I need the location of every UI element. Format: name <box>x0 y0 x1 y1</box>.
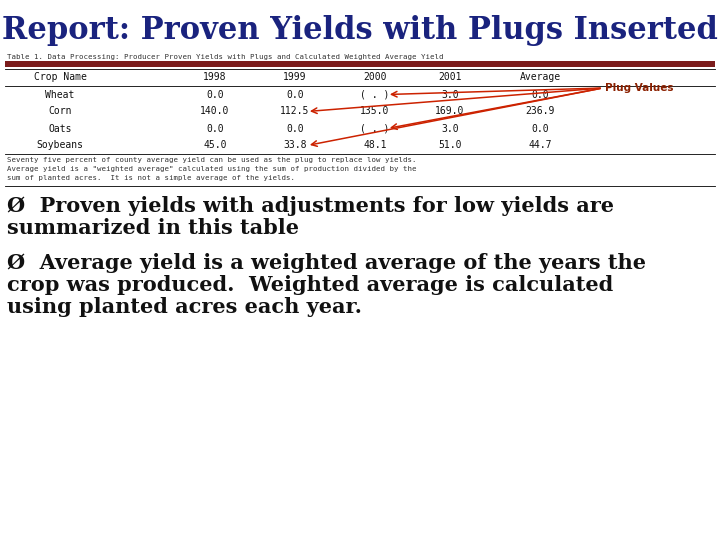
Text: 44.7: 44.7 <box>528 140 552 151</box>
Text: Report: Proven Yields with Plugs Inserted: Report: Proven Yields with Plugs Inserte… <box>2 15 718 45</box>
Text: 51.0: 51.0 <box>438 140 462 151</box>
Text: 2001: 2001 <box>438 72 462 83</box>
Text: crop was produced.  Weighted average is calculated: crop was produced. Weighted average is c… <box>7 275 613 295</box>
Text: 169.0: 169.0 <box>436 106 464 117</box>
Text: sum of planted acres.  It is not a simple average of the yields.: sum of planted acres. It is not a simple… <box>7 175 295 181</box>
Text: Ø  Proven yields with adjustments for low yields are: Ø Proven yields with adjustments for low… <box>7 196 614 216</box>
Text: 135.0: 135.0 <box>360 106 390 117</box>
Text: 1999: 1999 <box>283 72 307 83</box>
Text: 0.0: 0.0 <box>206 90 224 99</box>
Text: summarized in this table: summarized in this table <box>7 218 299 238</box>
Bar <box>5 61 715 67</box>
Text: 0.0: 0.0 <box>531 90 549 99</box>
Text: Oats: Oats <box>48 124 72 133</box>
Text: 0.0: 0.0 <box>286 124 304 133</box>
Text: Corn: Corn <box>48 106 72 117</box>
Text: Average yield is a "weighted average" calculated using the sum of production div: Average yield is a "weighted average" ca… <box>7 166 416 172</box>
Text: 2000: 2000 <box>364 72 387 83</box>
Text: Soybeans: Soybeans <box>37 140 84 151</box>
Text: 0.0: 0.0 <box>531 124 549 133</box>
Text: Average: Average <box>519 72 561 83</box>
Text: 140.0: 140.0 <box>200 106 230 117</box>
Text: 48.1: 48.1 <box>364 140 387 151</box>
Text: 33.8: 33.8 <box>283 140 307 151</box>
Text: Ø  Average yield is a weighted average of the years the: Ø Average yield is a weighted average of… <box>7 253 646 273</box>
Text: ( . ): ( . ) <box>360 124 390 133</box>
Text: 3.0: 3.0 <box>441 90 459 99</box>
Text: Wheat: Wheat <box>45 90 75 99</box>
Text: Seventy five percent of county average yield can be used as the plug to replace : Seventy five percent of county average y… <box>7 157 416 163</box>
Text: Crop Name: Crop Name <box>34 72 86 83</box>
Text: 3.0: 3.0 <box>441 124 459 133</box>
Text: 0.0: 0.0 <box>286 90 304 99</box>
Text: 1998: 1998 <box>203 72 227 83</box>
Text: Table 1. Data Processing: Producer Proven Yields with Plugs and Calculated Weigh: Table 1. Data Processing: Producer Prove… <box>7 54 444 60</box>
Text: using planted acres each year.: using planted acres each year. <box>7 297 362 317</box>
Text: 0.0: 0.0 <box>206 124 224 133</box>
Text: Plug Values: Plug Values <box>605 83 673 93</box>
Text: 45.0: 45.0 <box>203 140 227 151</box>
Text: ( . ): ( . ) <box>360 90 390 99</box>
Text: 112.5: 112.5 <box>280 106 310 117</box>
Text: 236.9: 236.9 <box>526 106 554 117</box>
